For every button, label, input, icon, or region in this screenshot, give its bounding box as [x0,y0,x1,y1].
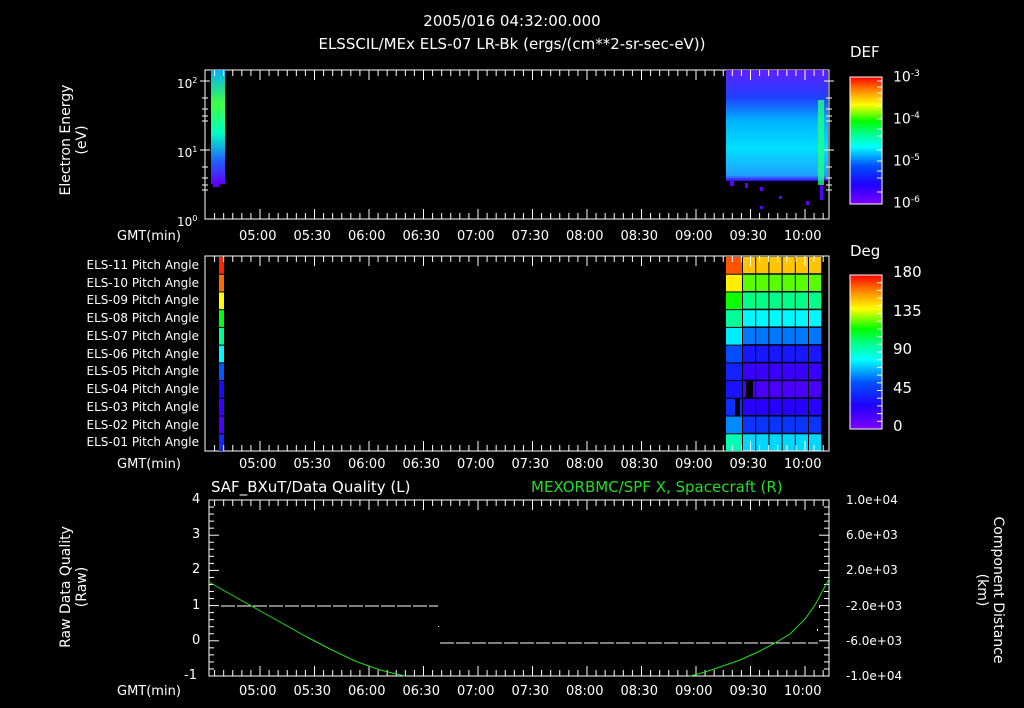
time-tick-label: 06:30 [402,229,440,244]
def-colorbar-title: DEF [850,43,880,61]
pitch-angle-row-label: ELS-07 Pitch Angle [86,328,199,343]
time-tick-label: 08:30 [620,684,658,699]
pitch-angle-row-label: ELS-11 Pitch Angle [86,258,199,272]
pitch-angle-row-label: ELS-08 Pitch Angle [86,311,199,326]
energy-spectrogram-panel [200,69,834,220]
time-axis-label: GMT(min) [117,684,181,699]
pitch-angle-row-label: ELS-03 Pitch Angle [86,399,199,414]
time-tick-label: 05:00 [239,229,277,244]
spf-x-curve-2 [689,578,830,677]
deg-colorbar-label: 45 [893,378,913,397]
panel3-right-ytick: -1.0e+04 [846,669,903,683]
panel3-left-ytick: 4 [192,492,201,507]
def-colorbar [849,76,883,205]
time-axis-label: GMT(min) [117,229,181,244]
time-tick-label: 09:00 [675,684,713,699]
def-colorbar-label: 10-5 [893,153,920,170]
def-colorbar-label: 10-6 [893,195,920,212]
time-tick-label: 05:30 [293,684,331,699]
time-tick-label: 07:30 [511,457,549,472]
time-tick-label: 08:00 [566,229,604,244]
panel1-ytick-1: 100 [177,214,198,229]
def-colorbar-label: 10-3 [893,69,920,86]
pitch-angle-row-label: ELS-09 Pitch Angle [86,293,199,308]
panel3-right-ytick: 1.0e+04 [846,493,898,507]
time-tick-label: 06:00 [348,229,386,244]
def-colorbar-label: 10-4 [893,111,920,128]
time-tick-label: 06:30 [402,457,440,472]
time-tick-label: 06:30 [402,684,440,699]
panel1-ytick-100: 102 [177,76,198,91]
panel3-left-ytick: -1 [184,668,197,683]
time-tick-label: 06:00 [348,457,386,472]
deg-colorbar-label: 90 [893,340,913,358]
plot-timestamp: 2005/016 04:32:00.000 [423,12,601,30]
time-tick-label: 05:00 [239,684,277,699]
time-tick-label: 08:30 [620,457,658,472]
time-tick-label: 08:00 [566,684,604,699]
time-tick-label: 09:30 [729,457,767,472]
time-tick-label: 08:30 [620,229,658,244]
time-tick-label: 09:00 [675,457,713,472]
panel3-left-ytick: 0 [192,632,201,648]
time-tick-label: 09:00 [675,229,713,244]
time-tick-label: 07:00 [457,684,495,699]
panel3-right-ytick: -6.0e+03 [846,633,903,648]
panel3-right-title: MEXORBMC/SPF X, Spacecraft (R) [531,478,783,496]
pitch-angle-row-label: ELS-06 Pitch Angle [86,346,199,361]
time-tick-label: 07:30 [511,684,549,699]
time-tick-label: 07:30 [511,229,549,244]
pitch-angle-panel [204,255,830,452]
time-tick-label: 09:30 [729,229,767,244]
time-tick-label: 08:00 [566,457,604,472]
panel1-title: ELSSCIL/MEx ELS-07 LR-Bk (ergs/(cm**2-sr… [318,35,706,53]
panel3-left-ytick: 2 [192,562,201,578]
panel3-right-ytick: 6.0e+03 [846,528,898,543]
time-tick-label: 09:30 [729,684,767,699]
deg-colorbar-title: Deg [850,242,881,260]
data-quality-panel [208,499,830,677]
panel1-ytick-10: 101 [177,145,198,160]
panel3-left-title: SAF_BXuT/Data Quality (L) [211,478,411,496]
time-tick-label: 05:00 [239,457,277,472]
time-tick-label: 10:00 [784,229,822,244]
panel3-left-ylabel: Raw Data Quality (Raw) [58,526,90,648]
time-tick-label: 05:30 [293,229,331,244]
panel3-right-ylabel: Component Distance (km) [974,516,1006,664]
deg-colorbar-label: 0 [893,417,903,435]
panel1-ylabel: Electron Energy (eV) [58,84,90,196]
panel3-right-ytick: 2.0e+03 [846,563,898,578]
time-tick-label: 10:00 [784,684,822,699]
pitch-angle-row-label: ELS-04 Pitch Angle [86,382,199,397]
time-tick-label: 10:00 [784,457,822,472]
time-tick-label: 07:00 [457,457,495,472]
pitch-angle-row-label: ELS-10 Pitch Angle [86,275,199,290]
panel3-left-ytick: 3 [192,527,201,543]
deg-colorbar [849,274,883,430]
panel3-right-ytick: -2.0e+03 [846,598,903,613]
time-tick-label: 07:00 [457,229,495,244]
time-tick-label: 05:30 [293,457,331,472]
spf-x-curve [208,581,406,677]
deg-colorbar-label: 180 [893,263,922,281]
pitch-angle-row-label: ELS-01 Pitch Angle [86,435,199,450]
time-tick-label: 06:00 [348,684,386,699]
pitch-angle-row-label: ELS-05 Pitch Angle [86,364,199,379]
pitch-angle-row-label: ELS-02 Pitch Angle [86,417,199,432]
time-axis-label: GMT(min) [117,457,181,472]
panel3-left-ytick: 1 [192,597,201,613]
deg-colorbar-label: 135 [893,301,922,320]
